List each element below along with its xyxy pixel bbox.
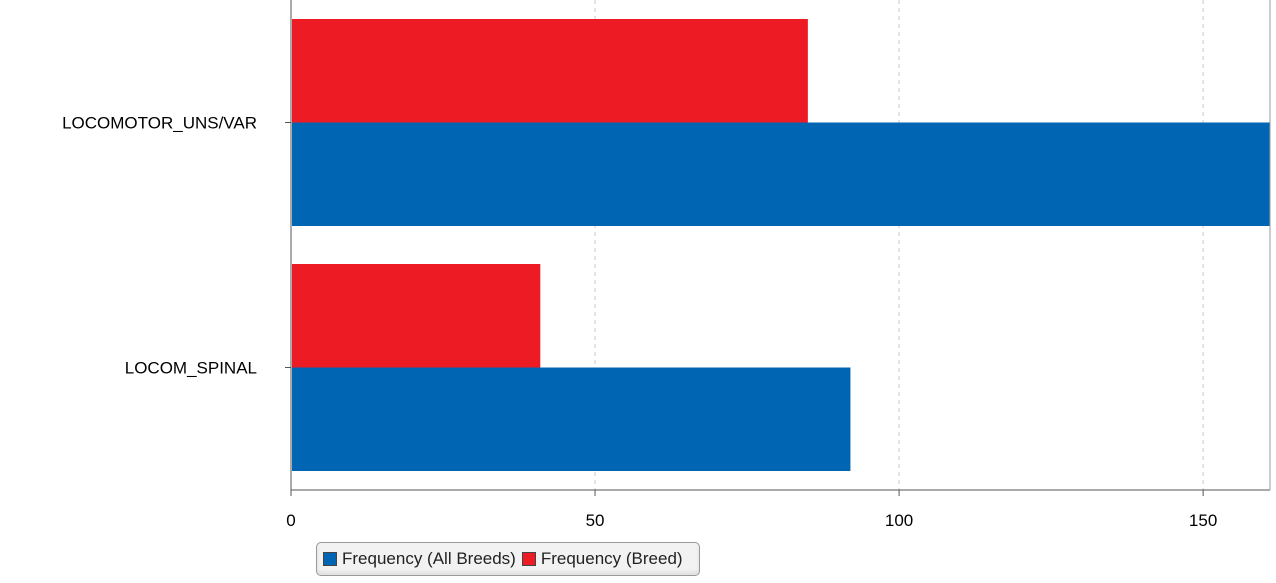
category-label: LOCOMOTOR_UNS/VAR: [62, 114, 257, 133]
bar: [292, 19, 808, 123]
bar: [292, 122, 1270, 226]
x-tick-label: 50: [586, 511, 605, 530]
bar-chart: LOCOMOTOR_UNS/VAR LOCOM_SPINAL 0 50 100 150: [62, 0, 1271, 530]
bar: [292, 264, 541, 368]
bar: [292, 367, 851, 471]
legend: Frequency (All Breeds) Frequency (Breed): [316, 542, 700, 576]
legend-item-all-breeds: Frequency (All Breeds): [323, 549, 516, 569]
category-labels: LOCOMOTOR_UNS/VAR LOCOM_SPINAL: [62, 114, 257, 378]
x-tick-label: 100: [885, 511, 913, 530]
tick-labels: 0 50 100 150: [286, 511, 1217, 530]
legend-item-breed: Frequency (Breed): [521, 549, 683, 569]
legend-label-breed: Frequency (Breed): [540, 549, 683, 568]
x-tick-label: 150: [1189, 511, 1217, 530]
legend-swatch-all-breeds: [323, 552, 337, 566]
x-tick-label: 0: [286, 511, 295, 530]
category-label: LOCOM_SPINAL: [125, 359, 257, 378]
bars: [292, 19, 1270, 471]
legend-swatch-breed: [521, 552, 536, 566]
legend-label-all-breeds: Frequency (All Breeds): [342, 549, 516, 568]
axes: [285, 0, 1271, 496]
